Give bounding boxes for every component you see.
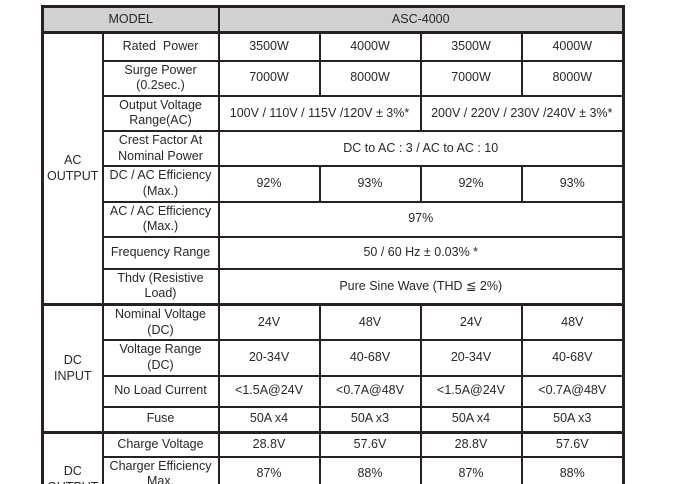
value-cell: 48V: [520, 303, 625, 342]
spec-table: MODEL ASC-4000 AC OUTPUT Rated Power 350…: [41, 5, 625, 484]
value-cell: 4000W: [318, 31, 422, 62]
table-row: DC INPUT Nominal Voltage (DC) 24V 48V 24…: [41, 303, 625, 434]
table-row: AC / AC Efficiency (Max.) 97%: [43, 200, 625, 238]
table-row: Surge Power (0.2sec.) 7000W 8000W 7000W …: [43, 59, 625, 97]
table-row: Fuse 50A x4 50A x3 50A x4 50A x3: [43, 405, 625, 434]
table-row: Output Voltage Range(AC) 100V / 110V / 1…: [43, 94, 625, 133]
value-cell: 3500W: [419, 31, 523, 62]
row-label-output-voltage-range: Output Voltage Range(AC): [101, 94, 220, 133]
row-label-fuse: Fuse: [101, 405, 220, 434]
table-row: Thdv (Resistive Load) Pure Sine Wave (TH…: [43, 267, 625, 306]
value-cell: 50A x3: [318, 405, 422, 434]
value-cell: <0.7A@48V: [318, 374, 422, 408]
row-label-no-load-current: No Load Current: [101, 374, 220, 408]
row-label-ac-ac-efficiency: AC / AC Efficiency (Max.): [101, 200, 220, 238]
table-row: DC / AC Efficiency (Max.) 92% 93% 92% 93…: [43, 165, 625, 203]
value-cell: 57.6V: [520, 431, 625, 458]
row-label-dc-ac-efficiency: DC / AC Efficiency (Max.): [101, 165, 220, 203]
row-label-crest-factor: Crest Factor At Nominal Power: [101, 129, 220, 168]
row-label-voltage-range-dc: Voltage Range (DC): [101, 339, 220, 377]
value-cell: 93%: [520, 165, 625, 203]
table-header-row: MODEL ASC-4000: [41, 5, 625, 34]
value-cell: 88%: [318, 455, 422, 484]
value-cell: 50A x4: [419, 405, 523, 434]
value-cell: 92%: [217, 165, 321, 203]
value-cell: 8000W: [318, 59, 422, 97]
value-cell: DC to AC : 3 / AC to AC : 10: [217, 129, 625, 168]
row-label-charge-voltage: Charge Voltage: [101, 431, 220, 458]
table-row: Charger Efficiency Max. 87% 88% 87% 88%: [43, 455, 625, 484]
value-cell: Pure Sine Wave (THD ≦ 2%): [217, 267, 625, 306]
value-cell: 24V: [217, 303, 321, 342]
table-row: DC OUTPUT Charge Voltage 28.8V 57.6V 28.…: [41, 431, 625, 484]
row-label-frequency-range: Frequency Range: [101, 235, 220, 270]
table-row: Voltage Range (DC) 20-34V 40-68V 20-34V …: [43, 339, 625, 377]
row-label-thdv: Thdv (Resistive Load): [101, 267, 220, 306]
table-row: Crest Factor At Nominal Power DC to AC :…: [43, 129, 625, 168]
group-label-dc-output: DC OUTPUT: [41, 431, 104, 484]
table-row: AC OUTPUT Rated Power 3500W 4000W 3500W …: [41, 31, 625, 306]
value-cell: 100V / 110V / 115V /120V ± 3%*: [217, 94, 422, 133]
value-cell: 28.8V: [217, 431, 321, 458]
row-label-charger-efficiency: Charger Efficiency Max.: [101, 455, 220, 484]
row-label-surge-power: Surge Power (0.2sec.): [101, 59, 220, 97]
value-cell: 92%: [419, 165, 523, 203]
value-cell: 87%: [217, 455, 321, 484]
value-cell: 97%: [217, 200, 625, 238]
model-header-value: ASC-4000: [217, 5, 625, 34]
value-cell: 7000W: [419, 59, 523, 97]
group-label-dc-input: DC INPUT: [41, 303, 104, 434]
table-row: Frequency Range 50 / 60 Hz ± 0.03% *: [43, 235, 625, 270]
table-row: No Load Current <1.5A@24V <0.7A@48V <1.5…: [43, 374, 625, 408]
value-cell: 20-34V: [217, 339, 321, 377]
value-cell: <1.5A@24V: [217, 374, 321, 408]
value-cell: 88%: [520, 455, 625, 484]
value-cell: <0.7A@48V: [520, 374, 625, 408]
value-cell: 57.6V: [318, 431, 422, 458]
value-cell: 28.8V: [419, 431, 523, 458]
value-cell: 40-68V: [318, 339, 422, 377]
value-cell: 50 / 60 Hz ± 0.03% *: [217, 235, 625, 270]
value-cell: 40-68V: [520, 339, 625, 377]
value-cell: 50A x3: [520, 405, 625, 434]
value-cell: 200V / 220V / 230V /240V ± 3%*: [419, 94, 625, 133]
value-cell: 24V: [419, 303, 523, 342]
value-cell: 4000W: [520, 31, 625, 62]
value-cell: 50A x4: [217, 405, 321, 434]
value-cell: 48V: [318, 303, 422, 342]
value-cell: 3500W: [217, 31, 321, 62]
value-cell: 93%: [318, 165, 422, 203]
row-label-rated-power: Rated Power: [101, 31, 220, 62]
model-header-label: MODEL: [41, 5, 220, 34]
value-cell: 7000W: [217, 59, 321, 97]
value-cell: 20-34V: [419, 339, 523, 377]
value-cell: 8000W: [520, 59, 625, 97]
row-label-nominal-voltage: Nominal Voltage (DC): [101, 303, 220, 342]
group-label-ac-output: AC OUTPUT: [41, 31, 104, 306]
value-cell: 87%: [419, 455, 523, 484]
value-cell: <1.5A@24V: [419, 374, 523, 408]
